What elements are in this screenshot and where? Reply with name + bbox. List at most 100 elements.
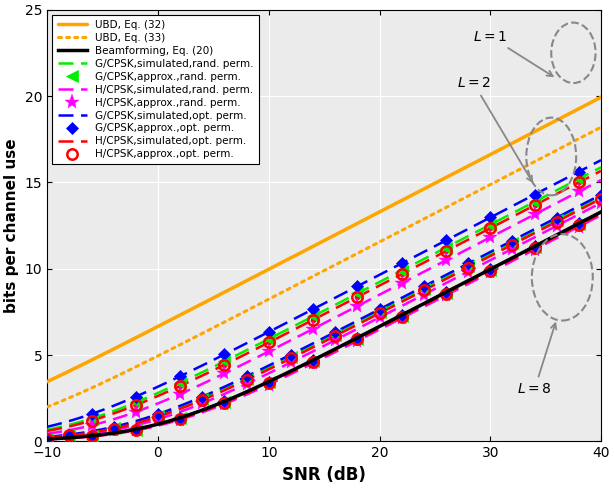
UBD, Eq. (33) [343,256,351,262]
H/CPSK,approx.,opt. perm. [176,416,184,422]
UBD, Eq. (32) [343,226,351,232]
G/CPSK,simulated,rand. perm. [306,359,314,365]
Beamforming, Eq. (20) [44,436,51,442]
H/CPSK,approx.,rand. perm. [398,315,405,321]
UBD, Eq. (33) [497,176,505,182]
Beamforming, Eq. (20) [306,359,314,365]
Line: UBD, Eq. (32): UBD, Eq. (32) [47,97,601,382]
H/CPSK,approx.,rand. perm. [442,292,449,298]
H/CPSK,approx.,opt. perm. [265,380,273,386]
G/CPSK,approx.,opt. perm. [44,436,51,442]
H/CPSK,approx.,rand. perm. [531,246,538,252]
Line: Beamforming, Eq. (20): Beamforming, Eq. (20) [47,212,601,439]
H/CPSK,simulated,rand. perm. [306,362,314,367]
G/CPSK,approx.,opt. perm. [442,289,449,295]
Beamforming, Eq. (20) [343,340,351,346]
G/CPSK,approx.,opt. perm. [398,312,405,318]
H/CPSK,approx.,opt. perm. [88,433,95,439]
H/CPSK,approx.,rand. perm. [44,436,51,442]
H/CPSK,simulated,rand. perm. [373,328,381,334]
H/CPSK,simulated,rand. perm. [497,264,505,270]
H/CPSK,approx.,rand. perm. [354,338,361,344]
G/CPSK,approx.,rand. perm. [531,244,538,250]
G/CPSK,simulated,opt. perm. [584,216,591,222]
G/CPSK,approx.,opt. perm. [531,244,538,249]
G/CPSK,simulated,rand. perm. [584,217,591,223]
G/CPSK,approx.,opt. perm. [487,266,494,272]
UBD, Eq. (33) [373,241,381,246]
H/CPSK,simulated,opt. perm. [584,218,591,224]
UBD, Eq. (32) [584,101,591,107]
G/CPSK,approx.,opt. perm. [265,379,273,385]
G/CPSK,simulated,rand. perm. [497,262,505,267]
G/CPSK,approx.,rand. perm. [354,336,361,342]
H/CPSK,approx.,opt. perm. [132,427,139,433]
G/CPSK,approx.,rand. perm. [44,436,51,442]
H/CPSK,simulated,rand. perm. [597,212,605,218]
Line: H/CPSK,approx.,rand. perm.: H/CPSK,approx.,rand. perm. [39,219,586,447]
G/CPSK,simulated,opt. perm. [497,261,505,266]
X-axis label: SNR (dB): SNR (dB) [282,466,366,484]
UBD, Eq. (33) [597,124,605,130]
H/CPSK,simulated,opt. perm. [373,326,381,332]
G/CPSK,simulated,rand. perm. [597,210,605,216]
Legend: UBD, Eq. (32), UBD, Eq. (33), Beamforming, Eq. (20), G/CPSK,simulated,rand. perm: UBD, Eq. (32), UBD, Eq. (33), Beamformin… [52,15,259,164]
G/CPSK,approx.,opt. perm. [176,415,184,421]
Text: $L=8$: $L=8$ [517,324,556,396]
Beamforming, Eq. (20) [310,357,317,363]
Y-axis label: bits per channel use: bits per channel use [4,138,19,313]
G/CPSK,approx.,rand. perm. [132,427,139,432]
Beamforming, Eq. (20) [597,209,605,215]
Text: $L=1$: $L=1$ [473,30,553,76]
UBD, Eq. (32) [373,210,381,216]
H/CPSK,simulated,opt. perm. [597,210,605,216]
G/CPSK,approx.,rand. perm. [487,267,494,273]
Text: $L=2$: $L=2$ [457,77,532,182]
UBD, Eq. (32) [310,243,317,249]
G/CPSK,simulated,rand. perm. [44,436,51,442]
H/CPSK,simulated,rand. perm. [584,219,591,225]
H/CPSK,approx.,rand. perm. [176,417,184,423]
H/CPSK,simulated,rand. perm. [44,436,51,442]
Line: H/CPSK,simulated,rand. perm.: H/CPSK,simulated,rand. perm. [47,215,601,439]
H/CPSK,simulated,opt. perm. [497,262,505,268]
UBD, Eq. (33) [306,275,314,281]
G/CPSK,approx.,rand. perm. [309,358,317,364]
Beamforming, Eq. (20) [373,325,381,331]
Line: H/CPSK,approx.,opt. perm.: H/CPSK,approx.,opt. perm. [42,220,584,445]
H/CPSK,approx.,rand. perm. [309,360,317,366]
H/CPSK,approx.,rand. perm. [575,224,583,229]
G/CPSK,simulated,rand. perm. [310,358,317,364]
H/CPSK,approx.,rand. perm. [132,427,139,433]
H/CPSK,simulated,opt. perm. [44,436,51,442]
G/CPSK,approx.,opt. perm. [575,221,583,226]
H/CPSK,approx.,rand. perm. [265,382,273,387]
G/CPSK,simulated,rand. perm. [343,341,351,347]
H/CPSK,approx.,rand. perm. [221,401,228,407]
G/CPSK,approx.,rand. perm. [442,290,449,296]
Line: G/CPSK,approx.,rand. perm.: G/CPSK,approx.,rand. perm. [42,219,585,445]
G/CPSK,approx.,rand. perm. [221,399,228,405]
UBD, Eq. (33) [310,273,317,279]
Beamforming, Eq. (20) [497,261,505,266]
H/CPSK,approx.,opt. perm. [309,359,317,365]
H/CPSK,simulated,opt. perm. [310,358,317,364]
G/CPSK,approx.,opt. perm. [309,357,317,363]
G/CPSK,simulated,opt. perm. [597,209,605,215]
Line: H/CPSK,simulated,opt. perm.: H/CPSK,simulated,opt. perm. [47,213,601,439]
Line: G/CPSK,simulated,opt. perm.: G/CPSK,simulated,opt. perm. [47,212,601,439]
G/CPSK,simulated,opt. perm. [373,325,381,331]
H/CPSK,approx.,opt. perm. [354,336,361,342]
G/CPSK,approx.,opt. perm. [221,399,228,405]
H/CPSK,approx.,rand. perm. [487,269,494,275]
G/CPSK,approx.,opt. perm. [88,433,95,439]
H/CPSK,approx.,opt. perm. [575,222,583,228]
G/CPSK,approx.,rand. perm. [88,433,95,439]
G/CPSK,approx.,rand. perm. [398,313,405,319]
H/CPSK,approx.,opt. perm. [531,245,538,251]
H/CPSK,approx.,opt. perm. [487,268,494,274]
H/CPSK,simulated,rand. perm. [343,343,351,349]
H/CPSK,approx.,opt. perm. [398,314,405,320]
Beamforming, Eq. (20) [584,216,591,222]
H/CPSK,approx.,opt. perm. [442,291,449,297]
